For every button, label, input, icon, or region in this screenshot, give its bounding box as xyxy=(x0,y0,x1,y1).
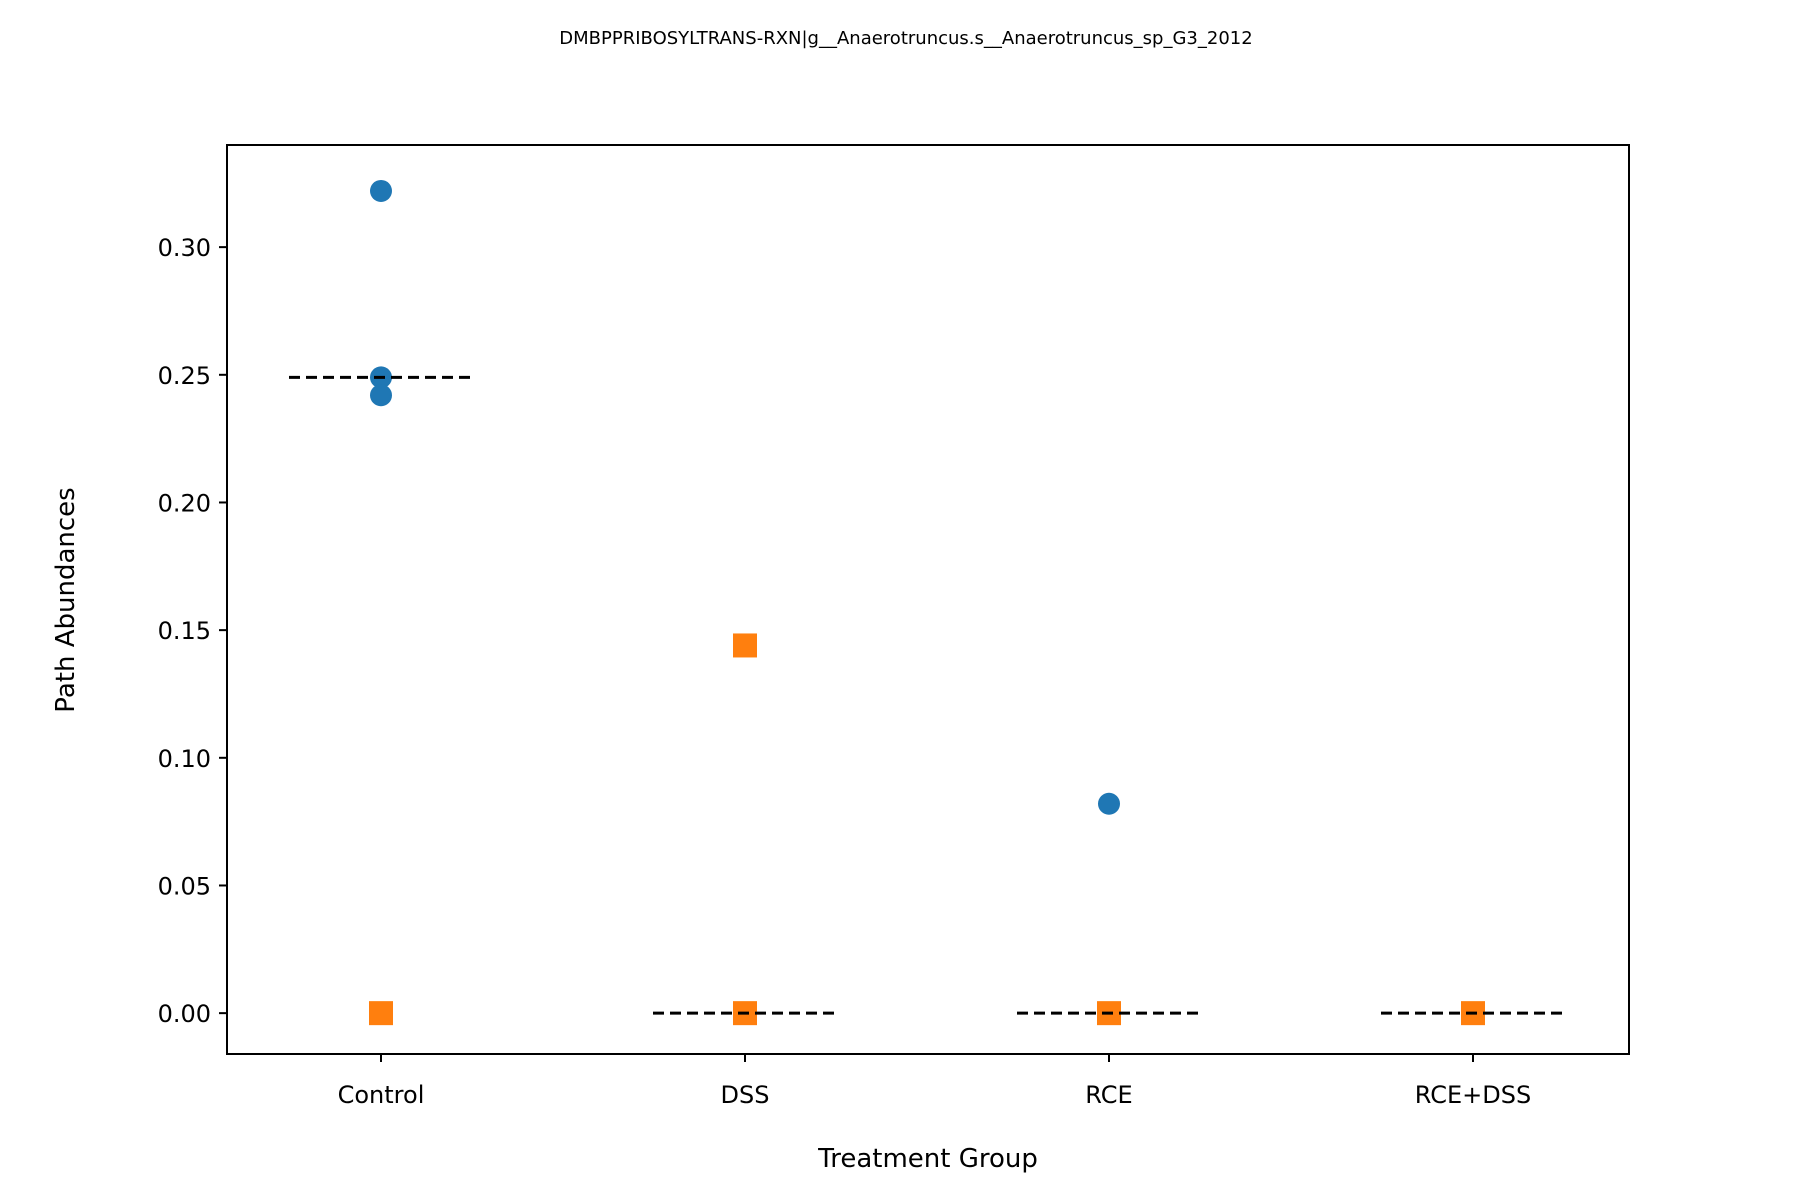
data-point-circle xyxy=(1098,792,1120,815)
y-tick-label: 0.30 xyxy=(158,234,211,262)
x-tick-label: DSS xyxy=(721,1081,770,1109)
y-tick-label: 0.25 xyxy=(158,362,211,390)
y-tick-label: 0.10 xyxy=(158,745,211,773)
data-point-square xyxy=(733,633,757,658)
data-point-circle xyxy=(370,179,392,202)
x-tick-label: Control xyxy=(338,1081,425,1109)
chart-title: DMBPPRIBOSYLTRANS-RXN|g__Anaerotruncus.s… xyxy=(559,28,1252,49)
data-point-square xyxy=(369,1001,393,1026)
y-tick-label: 0.00 xyxy=(158,1000,211,1028)
plot-frame xyxy=(226,144,1630,1055)
x-tick-label: RCE+DSS xyxy=(1415,1081,1531,1109)
x-axis-label: Treatment Group xyxy=(817,1144,1038,1174)
data-point-circle xyxy=(370,384,392,407)
y-axis-label: Path Abundances xyxy=(51,487,81,712)
y-tick-label: 0.15 xyxy=(158,617,211,645)
y-tick-label: 0.05 xyxy=(158,872,211,900)
y-tick-label: 0.20 xyxy=(158,489,211,517)
x-tick-label: RCE xyxy=(1085,1081,1132,1109)
